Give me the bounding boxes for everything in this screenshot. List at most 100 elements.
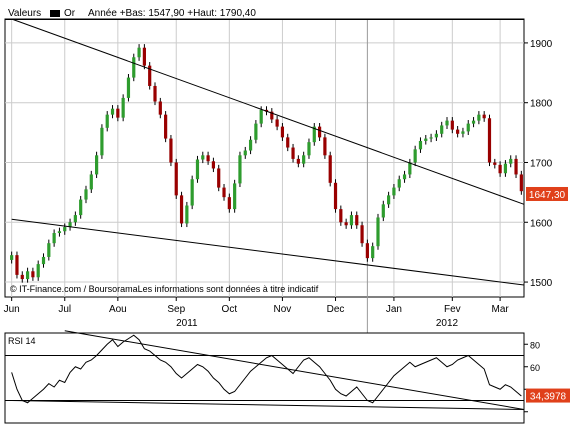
candle-body: [503, 163, 508, 174]
x-month-label: Fev: [444, 304, 461, 315]
candle-body: [52, 233, 56, 244]
candle-body: [227, 197, 231, 210]
candle-body: [201, 155, 205, 160]
candle-body: [402, 174, 407, 180]
candle-body: [291, 147, 295, 159]
candle-body: [179, 195, 184, 224]
candle-body: [349, 215, 354, 226]
candle-body: [10, 255, 14, 260]
candle-body: [344, 222, 348, 226]
candle-body: [482, 114, 486, 119]
x-month-label: Nov: [274, 304, 292, 315]
candle-body: [275, 119, 279, 127]
candle-body: [79, 199, 83, 216]
legend: Valeurs Or Année +Bas: 1547,90 +Haut: 17…: [8, 8, 256, 19]
price-ytick-label: 1700: [530, 158, 553, 169]
candle-body: [381, 204, 385, 218]
candle-body: [286, 137, 290, 148]
candle-body: [63, 227, 67, 232]
price-trendline: [11, 18, 525, 205]
candle-body: [424, 138, 428, 141]
candle-body: [169, 138, 173, 163]
rsi-grid: [5, 355, 524, 401]
x-year-label: 2011: [176, 318, 198, 329]
last-price-label: 1647,30: [529, 190, 566, 201]
candle-body: [355, 215, 359, 226]
rsi-line: [11, 334, 522, 404]
candle-body: [126, 77, 131, 98]
candle-body: [317, 126, 322, 138]
candle-body: [95, 155, 99, 175]
price-ytick-label: 1800: [530, 99, 553, 110]
candle-body: [371, 246, 375, 259]
candle-body: [302, 155, 306, 164]
candle-body: [514, 158, 518, 175]
x-month-label: Aou: [109, 304, 127, 315]
price-panel: 1500 1600 1700 1800 1900 1647,30 © IT-Financ…: [4, 18, 568, 423]
candle-body: [461, 131, 465, 134]
candle-body: [206, 155, 210, 162]
candle-body: [36, 264, 40, 278]
candle-body: [429, 137, 433, 139]
candle-body: [440, 125, 444, 134]
candle-body: [132, 57, 136, 78]
candle-body: [243, 150, 247, 156]
candle-body: [387, 195, 391, 205]
x-month-label: Mar: [491, 304, 509, 315]
candle-body: [376, 217, 380, 247]
candle-body: [185, 205, 189, 224]
candle-body: [519, 174, 523, 192]
candle-body: [248, 139, 253, 151]
candle-body: [31, 271, 35, 278]
rsi-plot-area: [4, 332, 525, 424]
x-month-label: Dec: [327, 304, 345, 315]
candle-body: [498, 164, 502, 174]
candle-body: [47, 243, 51, 257]
candle-body: [222, 187, 226, 198]
rsi-trendline: [11, 400, 525, 410]
price-ytick-label: 1900: [530, 39, 553, 50]
candle-body: [333, 182, 338, 210]
candle-body: [466, 123, 470, 132]
rsi-title: RSI 14: [8, 336, 36, 346]
candle-body: [280, 126, 285, 138]
candle-body: [142, 47, 146, 66]
candle-body: [89, 174, 93, 190]
candle-body: [217, 168, 221, 188]
legend-series-name: Or: [64, 8, 76, 19]
candle-body: [116, 108, 120, 118]
candle-body: [477, 114, 481, 121]
candle-body: [360, 225, 364, 244]
last-price-marker: 1647,30: [526, 186, 568, 201]
price-grid: [5, 19, 524, 423]
candle-body: [493, 162, 497, 165]
candle-body: [41, 256, 46, 265]
candle-body: [312, 126, 316, 143]
candle-body: [509, 158, 513, 164]
candle-body: [397, 179, 401, 188]
x-month-label: Jun: [4, 304, 20, 315]
x-axis: Jun Jul Aou Sep Oct Nov Dec Jan Fev Mar 2011 2012: [4, 297, 509, 329]
x-month-label: Sep: [167, 304, 185, 315]
candle-body: [57, 231, 62, 234]
candle-body: [105, 114, 109, 128]
candle-body: [270, 111, 274, 120]
candle-body: [471, 120, 476, 124]
credit-text: © IT-Finance.com / BoursoramaLes informa…: [10, 284, 319, 294]
legend-series-swatch: [50, 10, 60, 17]
candle-body: [434, 133, 438, 138]
legend-instrument: Valeurs: [8, 8, 41, 19]
candle-body: [15, 255, 19, 275]
price-trendline: [11, 218, 525, 286]
price-ytick-label: 1600: [530, 218, 553, 229]
candle-body: [121, 97, 125, 118]
candle-body: [450, 120, 454, 130]
candle-body: [211, 161, 216, 169]
candle-body: [328, 155, 332, 183]
candle-body: [84, 189, 88, 200]
candle-body: [392, 187, 396, 196]
candle-body: [259, 109, 263, 124]
candle-body: [190, 179, 194, 206]
price-trendlines: [5, 18, 525, 286]
rsi-trendlines: [11, 330, 525, 410]
